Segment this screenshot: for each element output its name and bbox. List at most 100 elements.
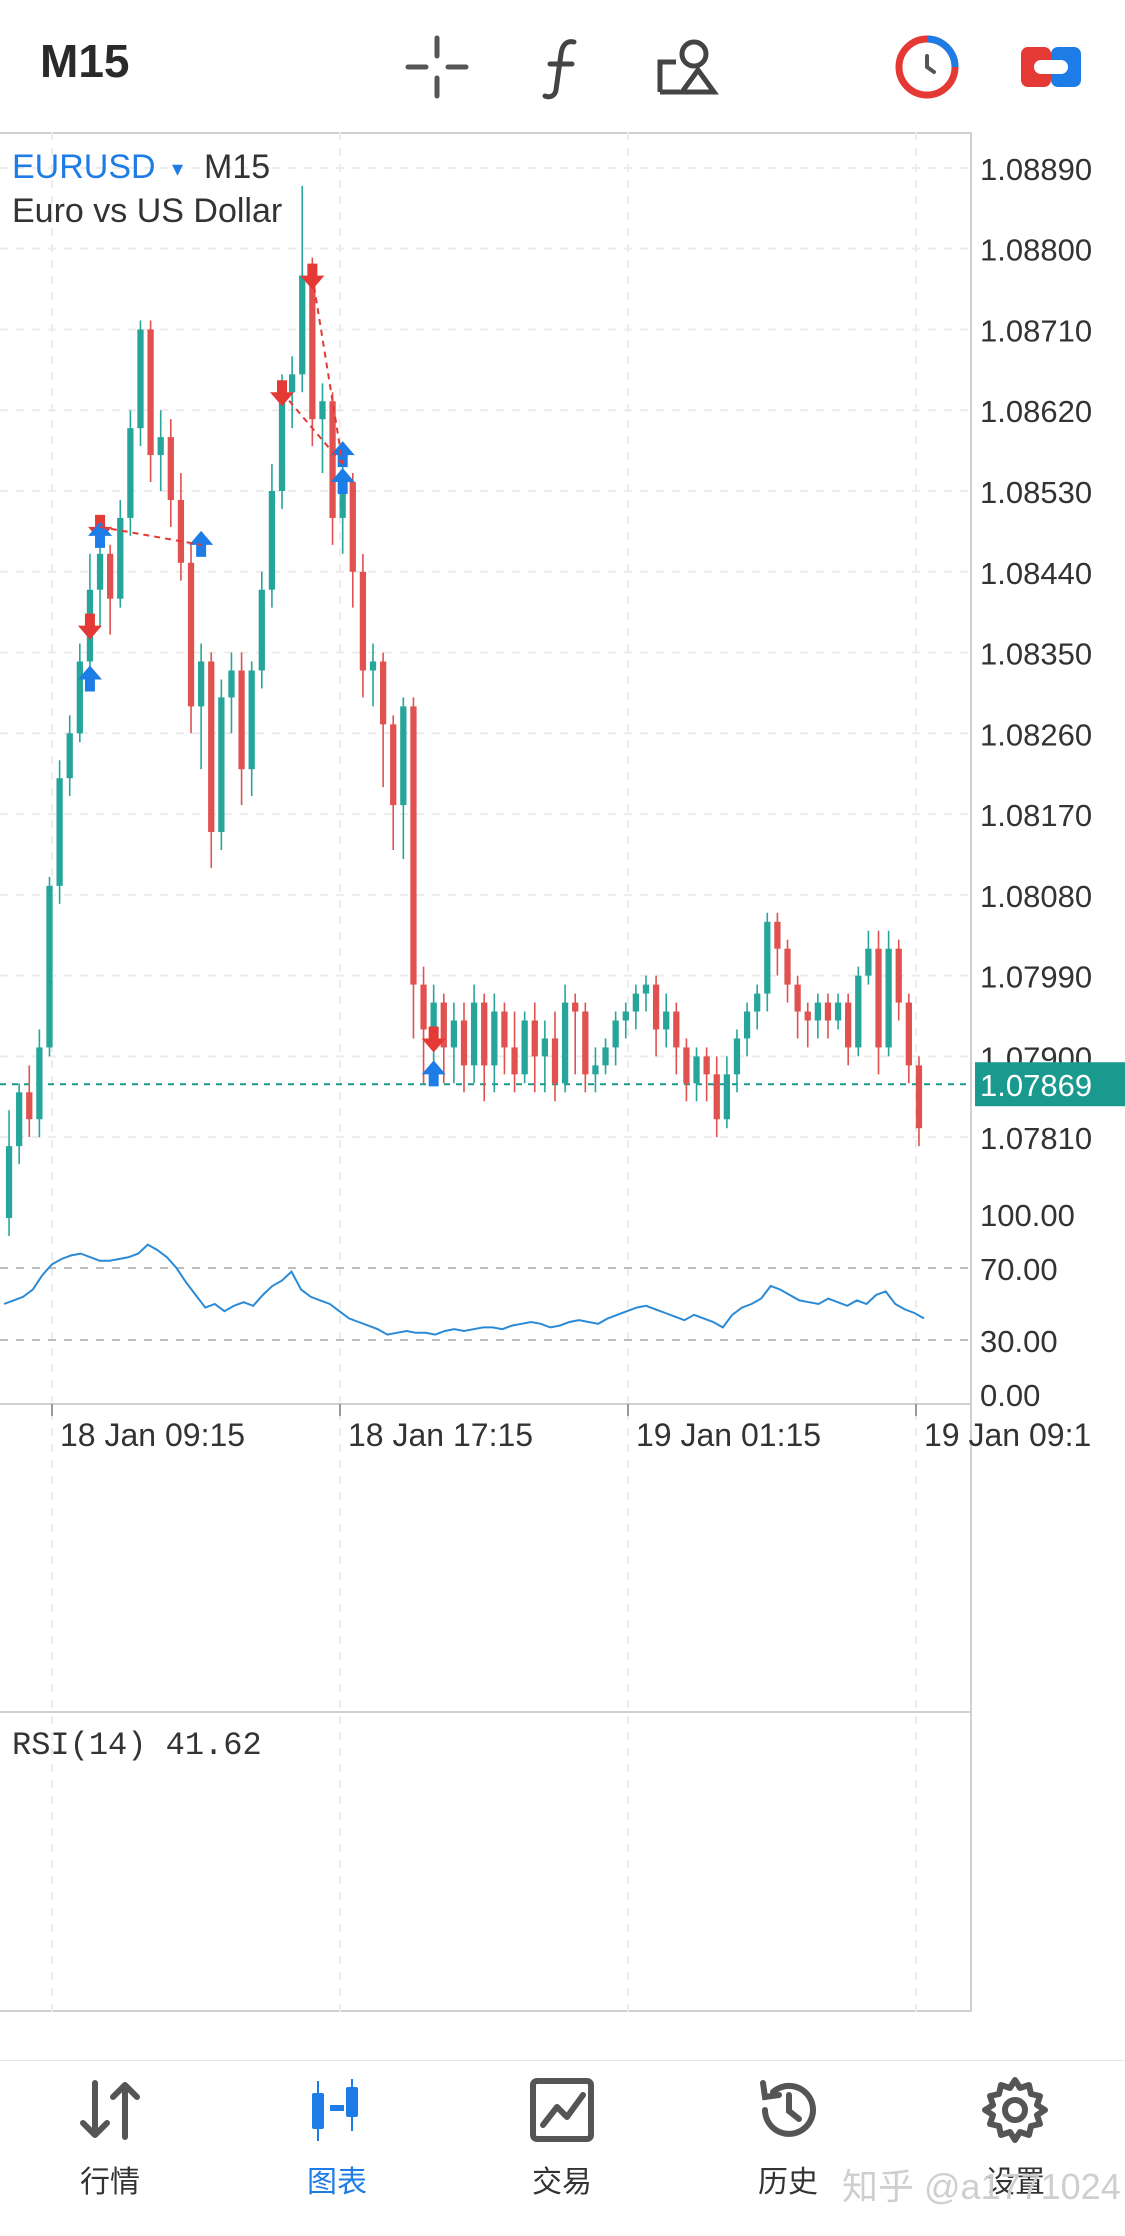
- timeframe-button[interactable]: M15: [40, 35, 130, 87]
- candle: [117, 499, 124, 608]
- time-axis: 18 Jan 09:15 18 Jan 17:15 19 Jan 01:15 19 J…: [0, 1403, 1091, 1453]
- buy-arrow-icon: [330, 441, 355, 468]
- candle: [137, 320, 144, 447]
- candle: [208, 652, 215, 868]
- candle-body: [248, 670, 255, 770]
- candle: [501, 1002, 508, 1075]
- nav-label: 行情: [80, 2166, 140, 2199]
- candle: [167, 419, 174, 527]
- candle: [521, 1011, 528, 1084]
- candle: [693, 1047, 700, 1102]
- candle-body: [693, 1056, 700, 1084]
- candle: [541, 1020, 549, 1093]
- candle-body: [208, 661, 215, 833]
- candle-body: [440, 1002, 447, 1048]
- candle: [743, 1002, 751, 1057]
- candle-body: [683, 1047, 690, 1084]
- candle: [299, 185, 306, 393]
- candle: [400, 697, 407, 859]
- nav-history[interactable]: 历史: [708, 2075, 868, 2225]
- candle: [329, 392, 336, 545]
- candle: [238, 652, 245, 806]
- candle: [754, 984, 761, 1030]
- candle: [511, 1011, 518, 1093]
- history-icon: [760, 2080, 816, 2137]
- trade-toggle-icon[interactable]: [1018, 34, 1084, 100]
- symbol-label[interactable]: EURUSD: [12, 148, 156, 186]
- candle: [814, 993, 821, 1039]
- candle-body: [177, 499, 185, 563]
- candle-body: [905, 1002, 912, 1066]
- candle-body: [359, 571, 367, 671]
- chart-frame: [0, 132, 972, 2012]
- candle: [127, 410, 134, 536]
- candle: [198, 643, 205, 770]
- timer-icon[interactable]: [894, 34, 960, 100]
- settings-icon: [982, 2077, 1048, 2143]
- candle-body: [582, 1011, 589, 1075]
- candle-body: [764, 921, 771, 994]
- candle-body: [673, 1011, 680, 1048]
- candle-body: [218, 697, 225, 833]
- candle-body: [774, 921, 781, 949]
- nav-quotes[interactable]: 行情: [30, 2075, 190, 2225]
- rsi-line: [3, 1243, 925, 1336]
- candle-body: [551, 1038, 559, 1084]
- candle-body: [198, 661, 205, 707]
- candle-body: [400, 706, 407, 806]
- candle-body: [117, 517, 124, 599]
- price-tick-label: 1.07990: [980, 960, 1092, 995]
- candle: [915, 1056, 923, 1147]
- candle-body: [26, 1092, 33, 1120]
- candle: [349, 473, 356, 608]
- trade-markers: [77, 263, 446, 1087]
- price-tick-label: 1.08620: [980, 394, 1092, 429]
- candle-body: [592, 1065, 599, 1075]
- candle: [470, 984, 478, 1084]
- candle-body: [329, 401, 336, 518]
- candle: [430, 984, 437, 1066]
- rsi-panel: 100.00 70.00 30.00 0.00: [0, 1198, 1075, 1413]
- candle-body: [885, 948, 892, 1048]
- candle-body: [733, 1038, 741, 1075]
- candle-body: [258, 589, 265, 671]
- candle-body: [743, 1011, 751, 1039]
- candle-body: [541, 1038, 549, 1057]
- candle-body: [915, 1065, 923, 1129]
- candle: [268, 464, 276, 608]
- candle-body: [96, 553, 104, 590]
- rsi-label: RSI(14) 41.62: [12, 1727, 262, 1764]
- crosshair-icon[interactable]: [404, 34, 470, 100]
- candle-body: [865, 948, 872, 976]
- buy-arrow-icon: [421, 1060, 446, 1087]
- nav-chart[interactable]: 图表: [257, 2075, 417, 2225]
- candle: [865, 930, 872, 985]
- candle: [713, 1056, 720, 1138]
- price-tick-label: 1.08080: [980, 879, 1092, 914]
- candle: [572, 993, 579, 1075]
- candle-body: [268, 490, 276, 590]
- candle-body: [16, 1092, 23, 1147]
- candle-body: [491, 1011, 498, 1066]
- price-tick-label: 1.08350: [980, 637, 1092, 672]
- candle-body: [845, 1002, 852, 1048]
- symbol-dropdown-icon[interactable]: ▾: [172, 157, 183, 182]
- price-tick-label: 1.08890: [980, 152, 1092, 187]
- candle-body: [855, 975, 862, 1048]
- candle: [834, 993, 842, 1030]
- objects-icon[interactable]: [654, 34, 720, 100]
- nav-trade[interactable]: 交易: [482, 2075, 642, 2225]
- price-chart[interactable]: 1.08890 1.08800 1.08710 1.08620 1.08530 1.084…: [0, 132, 1125, 2012]
- candle-body: [228, 670, 235, 698]
- candle: [16, 1083, 23, 1165]
- candle: [794, 975, 801, 1039]
- candle-body: [754, 993, 761, 1012]
- candle: [390, 715, 397, 850]
- rsi-tick-label: 70.00: [980, 1252, 1058, 1287]
- candle: [410, 697, 417, 1039]
- indicator-f-icon[interactable]: [530, 34, 596, 100]
- candle: [652, 975, 660, 1057]
- price-tick-label: 1.08530: [980, 475, 1092, 510]
- nav-settings[interactable]: 设置: [935, 2075, 1095, 2225]
- candle-body: [309, 275, 316, 420]
